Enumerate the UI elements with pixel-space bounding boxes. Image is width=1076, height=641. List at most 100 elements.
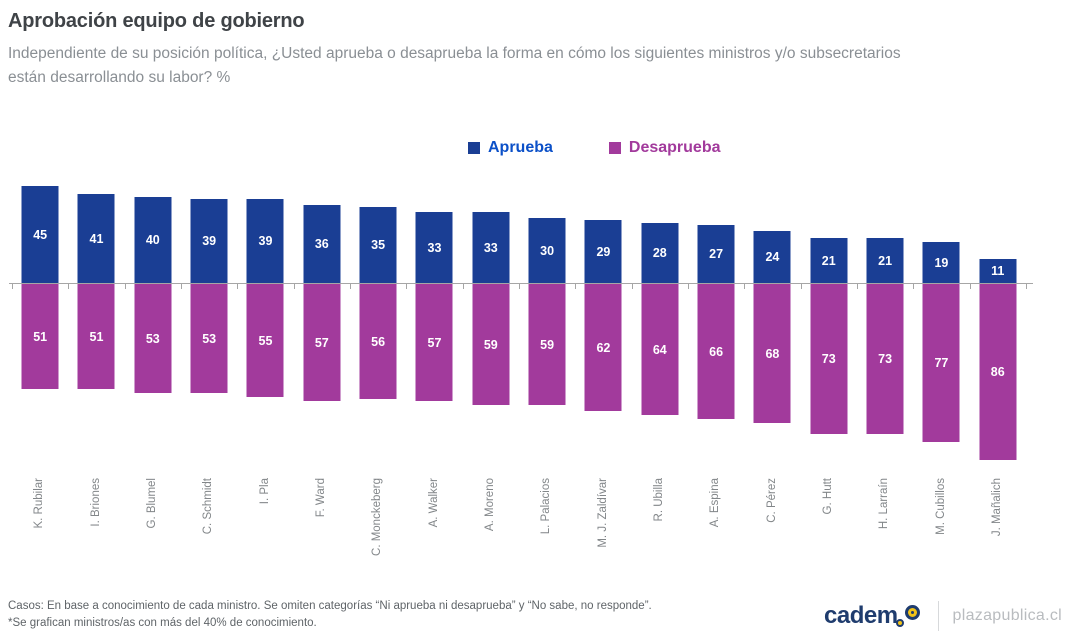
bar-group: 21 73 <box>857 160 913 472</box>
aprueba-bar: 30 <box>528 218 566 283</box>
axis-tick <box>575 284 577 289</box>
desaprueba-bar: 62 <box>584 284 622 411</box>
bar-group: 24 68 <box>744 160 800 472</box>
legend-item-desaprueba: Desaprueba <box>608 139 721 157</box>
aprueba-bar: 11 <box>979 259 1017 283</box>
aprueba-bar: 28 <box>641 223 679 283</box>
bar-group: 11 86 <box>970 160 1026 472</box>
page-title: Aprobación equipo de gobierno <box>8 10 305 32</box>
desaprueba-bar: 77 <box>922 284 960 442</box>
aprueba-bar: 36 <box>303 205 341 283</box>
axis-tick <box>68 284 70 289</box>
desaprueba-bar: 53 <box>134 284 172 393</box>
desaprueba-value-label: 56 <box>371 334 386 349</box>
aprueba-bar: 19 <box>922 242 960 283</box>
chart-legend: Aprueba Desaprueba <box>468 139 721 157</box>
legend-aprueba-label: Aprueba <box>488 139 553 156</box>
aprueba-value-label: 30 <box>540 243 555 258</box>
bar-group: 30 59 <box>519 160 575 472</box>
aprueba-value-label: 41 <box>89 231 104 246</box>
desaprueba-value-label: 53 <box>145 331 160 346</box>
aprueba-value-label: 36 <box>314 237 329 251</box>
axis-tick <box>406 284 408 289</box>
diverging-bar-chart: 45 51 41 51 40 53 39 53 39 55 36 57 35 56 33 57 33 59 30 59… <box>9 160 1033 472</box>
aprueba-value-label: 45 <box>33 227 48 242</box>
desaprueba-bar: 73 <box>866 284 904 434</box>
axis-tick <box>631 284 633 289</box>
category-label: R. Ubilla <box>653 478 666 522</box>
aprueba-bar: 27 <box>697 225 735 283</box>
desaprueba-value-label: 73 <box>878 352 893 366</box>
bar-group: 33 57 <box>406 160 462 472</box>
bar-group: 29 62 <box>575 160 631 472</box>
axis-tick <box>12 284 13 289</box>
branding: cadem plazapublica.cl <box>824 601 1062 631</box>
desaprueba-value-label: 51 <box>33 329 48 344</box>
survey-question-line2: están desarrollando su labor? % <box>8 69 231 86</box>
category-label: L. Palacios <box>540 478 553 535</box>
category-label: A. Moreno <box>484 478 497 532</box>
axis-tick <box>350 284 351 289</box>
aprueba-value-label: 21 <box>878 253 893 268</box>
bar-group: 41 51 <box>68 160 124 472</box>
chart-columns: 45 51 41 51 40 53 39 53 39 55 36 57 35 56 33 57 33 59 30 59… <box>12 160 1026 472</box>
category-axis-labels: K. Rubilar I. Briones G. Blumel C. Schmidt I… <box>12 478 1026 596</box>
desaprueba-value-label: 59 <box>483 337 498 352</box>
aprueba-swatch-icon <box>468 142 480 154</box>
aprueba-value-label: 19 <box>934 255 949 270</box>
cadem-small-dot-icon <box>895 619 904 627</box>
category-label: A. Espina <box>709 478 722 528</box>
category-label: F. Ward <box>315 478 328 518</box>
axis-tick <box>1026 284 1027 289</box>
footnote-line2: *Se grafican ministros/as con más del 40… <box>8 617 317 629</box>
aprueba-bar: 39 <box>190 199 228 283</box>
aprueba-bar: 39 <box>246 199 284 283</box>
bar-group: 40 53 <box>125 160 181 472</box>
legend-item-aprueba: Aprueba <box>468 139 553 157</box>
aprueba-bar: 21 <box>866 238 904 283</box>
desaprueba-value-label: 73 <box>821 352 836 366</box>
category-label: M. J. Zaldívar <box>596 478 609 548</box>
desaprueba-bar: 86 <box>979 284 1017 460</box>
bar-group: 39 53 <box>181 160 237 472</box>
aprueba-value-label: 21 <box>821 253 836 268</box>
desaprueba-bar: 57 <box>415 284 453 401</box>
category-label: K. Rubilar <box>33 478 46 529</box>
desaprueba-bar: 51 <box>77 284 115 389</box>
aprueba-bar: 35 <box>359 207 397 283</box>
aprueba-bar: 24 <box>753 231 791 283</box>
axis-tick <box>744 284 746 289</box>
footnote-line1: Casos: En base a conocimiento de cada mi… <box>8 600 652 612</box>
axis-tick <box>181 284 182 289</box>
category-label: I. Briones <box>89 478 102 527</box>
aprueba-bar: 40 <box>134 197 172 283</box>
brand-separator <box>937 601 939 631</box>
bar-group: 28 64 <box>632 160 688 472</box>
survey-question-line1: Independiente de su posición política, ¿… <box>8 45 901 62</box>
desaprueba-value-label: 57 <box>427 335 442 350</box>
desaprueba-value-label: 57 <box>314 335 329 350</box>
desaprueba-value-label: 66 <box>709 344 724 359</box>
bar-group: 36 57 <box>294 160 350 472</box>
aprueba-value-label: 33 <box>427 240 442 255</box>
category-label: G. Hutt <box>822 478 834 515</box>
desaprueba-bar: 55 <box>246 284 284 397</box>
desaprueba-bar: 53 <box>190 284 228 393</box>
category-label: C. Pérez <box>765 478 778 523</box>
desaprueba-bar: 73 <box>810 284 848 434</box>
desaprueba-swatch-icon <box>608 142 621 154</box>
axis-tick <box>462 284 464 289</box>
aprueba-value-label: 39 <box>258 234 273 248</box>
category-label: I. Pla <box>258 478 271 505</box>
desaprueba-bar: 59 <box>472 284 510 405</box>
desaprueba-bar: 56 <box>359 284 397 399</box>
bar-group: 35 56 <box>350 160 406 472</box>
desaprueba-value-label: 53 <box>202 331 217 346</box>
axis-tick <box>688 284 689 289</box>
category-label: G. Blumel <box>146 478 159 529</box>
aprueba-value-label: 29 <box>596 244 611 259</box>
desaprueba-bar: 66 <box>697 284 735 419</box>
desaprueba-value-label: 64 <box>652 342 667 357</box>
axis-tick <box>969 284 971 289</box>
